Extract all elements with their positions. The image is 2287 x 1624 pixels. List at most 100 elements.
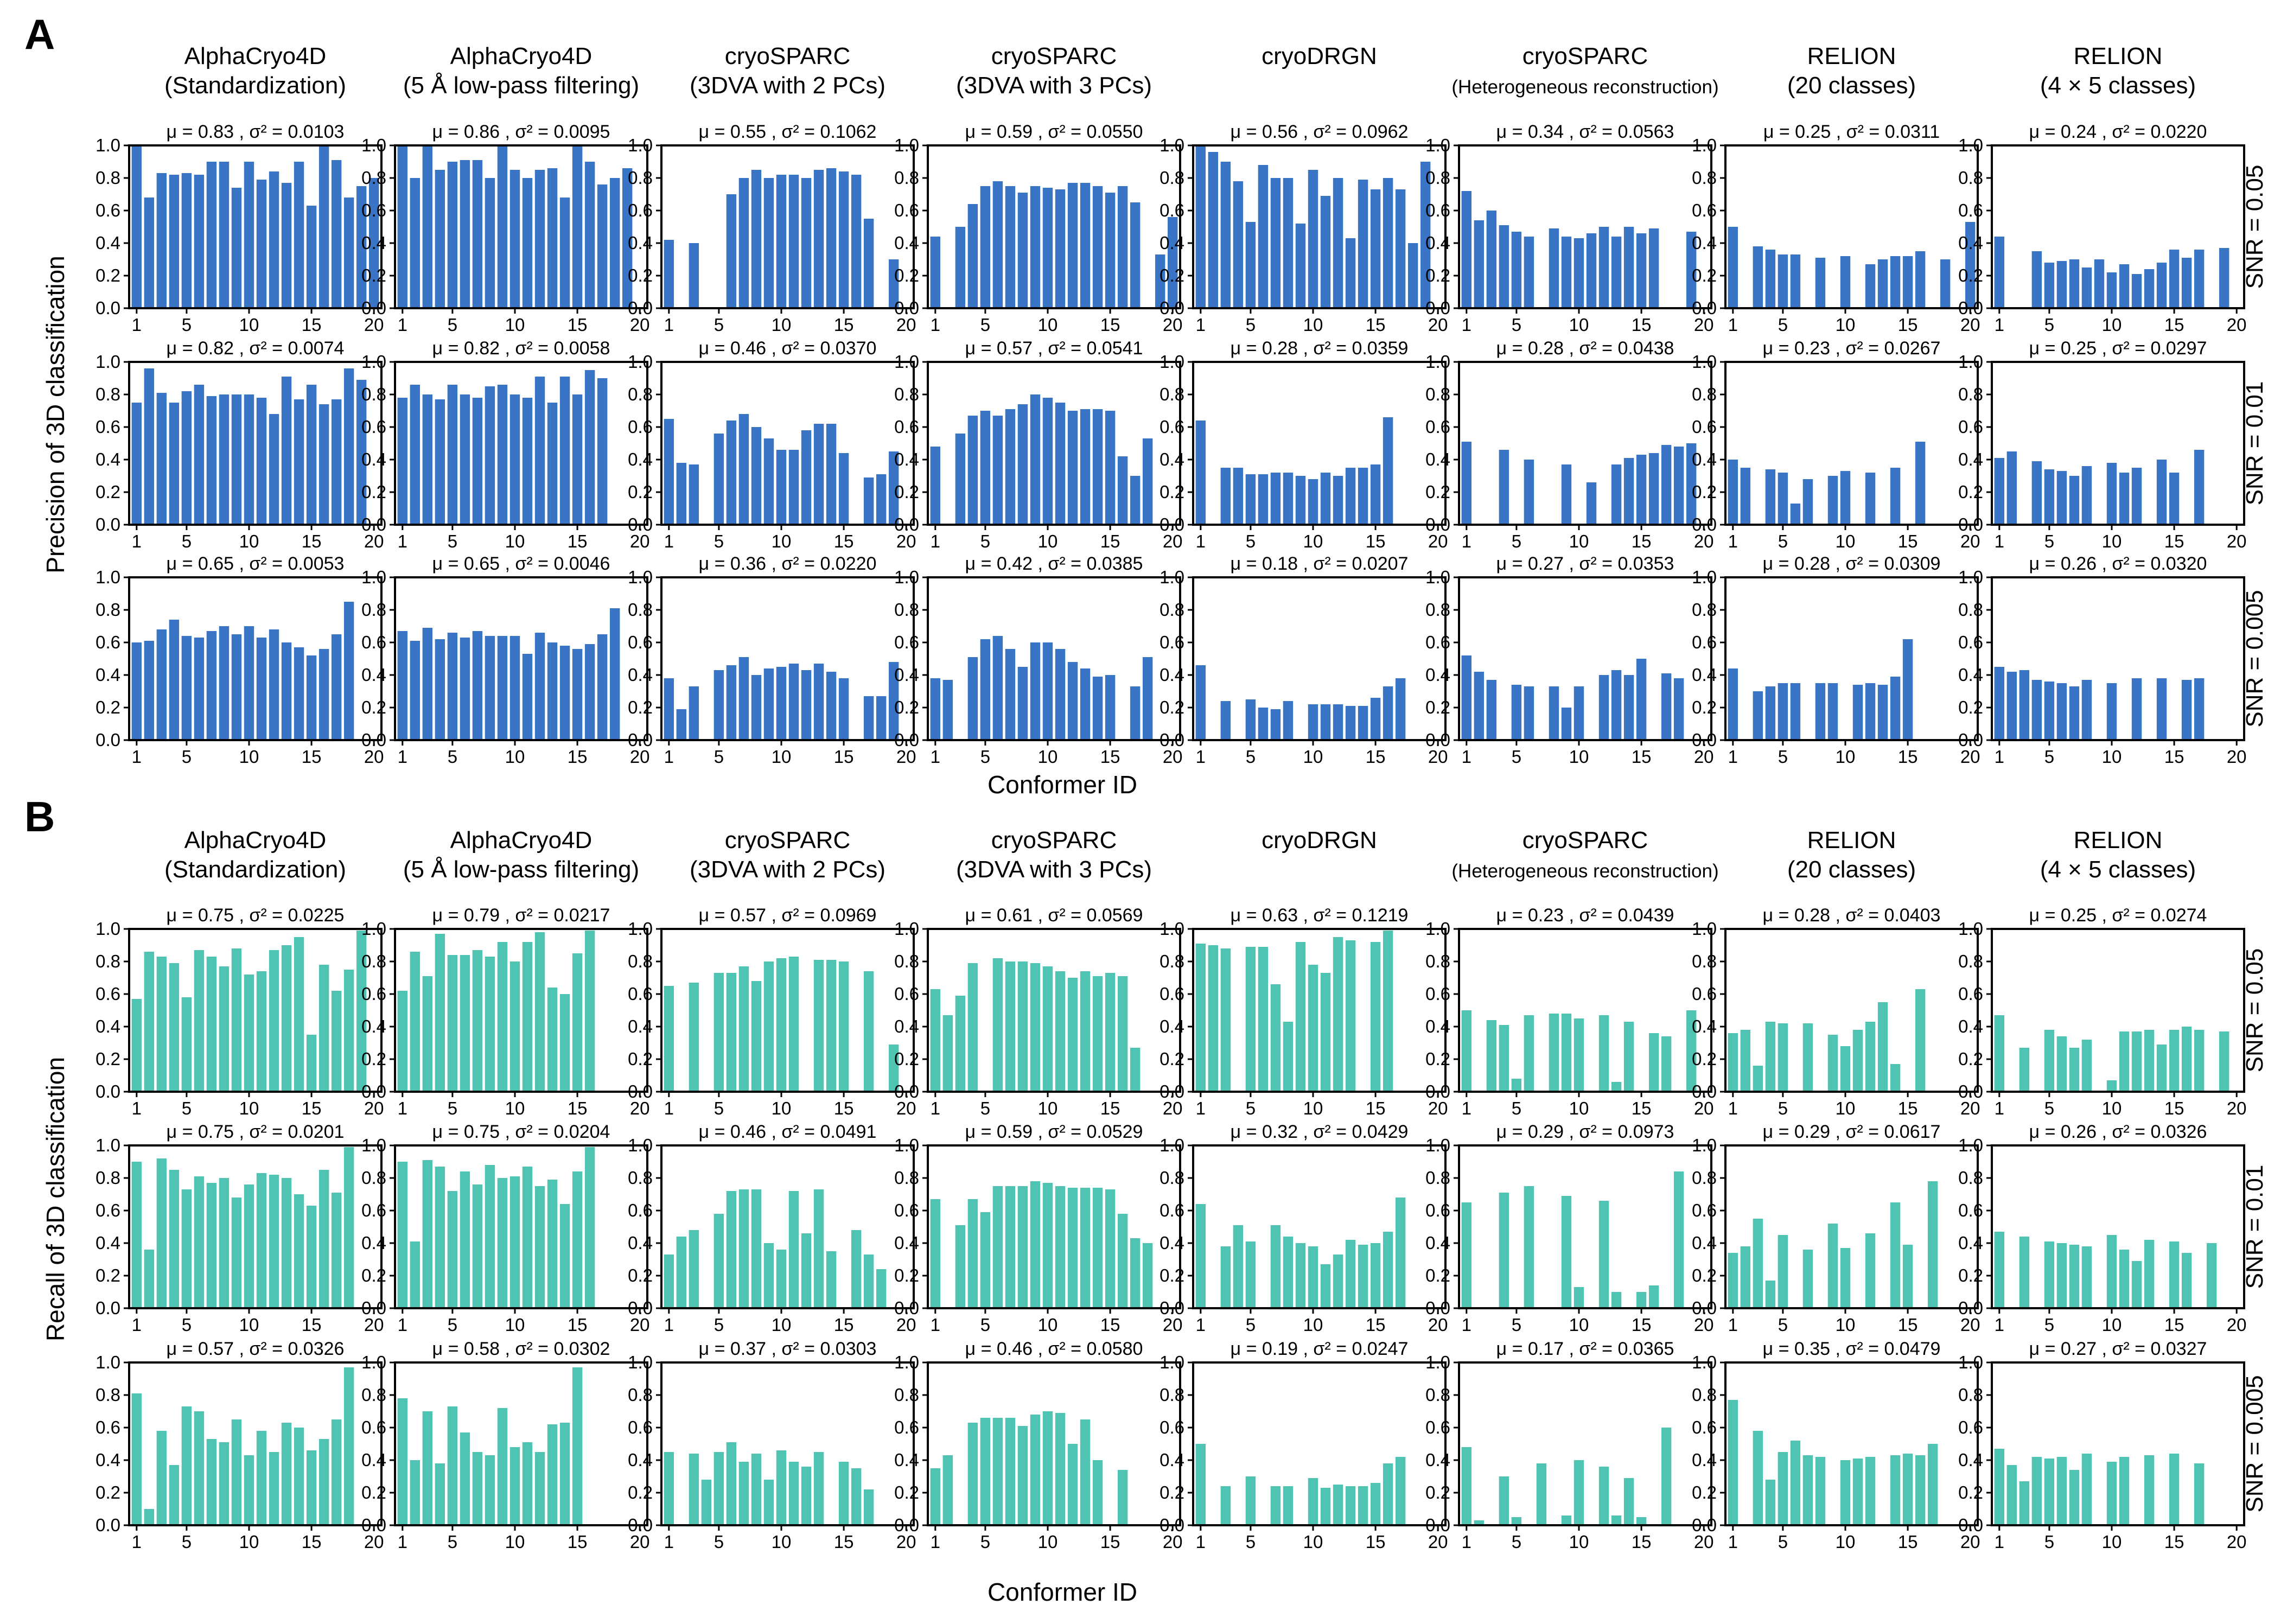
subplot: μ = 0.75 , σ² = 0.0201 0.0 0.2 0.4 0.6 0.8 1.0… xyxy=(95,1122,384,1335)
y-tick-label: 1.0 xyxy=(628,1135,653,1155)
bar xyxy=(813,960,824,1092)
y-tick-label: 1.0 xyxy=(1160,919,1184,939)
method-subtitle: (3DVA with 3 PCs) xyxy=(956,856,1152,883)
bar xyxy=(206,631,217,740)
bar xyxy=(2044,682,2055,740)
plot-frame xyxy=(1192,144,1447,309)
bar xyxy=(1195,145,1206,308)
subplot: μ = 0.27 , σ² = 0.0353 0.0 0.2 0.4 0.6 0.8 1.0… xyxy=(1425,553,1713,767)
bar xyxy=(2181,1253,2192,1308)
bar xyxy=(992,958,1003,1092)
y-tick-label: 0.8 xyxy=(1692,1385,1717,1405)
bar xyxy=(1865,473,1876,525)
stat-label: μ = 0.86 , σ² = 0.0095 xyxy=(432,122,610,142)
bar xyxy=(131,145,142,308)
x-tick-label: 10 xyxy=(239,1098,259,1118)
subplot: μ = 0.29 , σ² = 0.0973 0.0 0.2 0.4 0.6 0.8 1.0… xyxy=(1425,1122,1713,1335)
y-tick-label: 1.0 xyxy=(95,1352,120,1372)
bar xyxy=(1927,1181,1938,1308)
bar xyxy=(559,646,570,740)
x-tick-label: 15 xyxy=(1898,747,1918,767)
bar xyxy=(318,965,329,1092)
bar xyxy=(256,971,267,1092)
bar xyxy=(472,1184,483,1308)
bar xyxy=(2106,683,2117,740)
bar xyxy=(206,1183,217,1308)
bar xyxy=(980,186,991,308)
plot-frame xyxy=(660,1144,915,1309)
x-tick-label: 10 xyxy=(1303,1532,1323,1552)
plot-frame xyxy=(1991,361,2245,526)
y-tick-label: 0.4 xyxy=(1160,1233,1184,1253)
bar xyxy=(485,957,495,1092)
bar xyxy=(1005,961,1016,1092)
bar xyxy=(1220,1486,1231,1525)
x-tick-label: 1 xyxy=(398,531,407,551)
method-title: RELION xyxy=(1807,43,1896,69)
bar xyxy=(1092,409,1103,525)
x-tick-label: 15 xyxy=(302,1315,322,1335)
bar xyxy=(751,170,762,308)
bar xyxy=(435,1167,445,1308)
y-tick-label: 0.4 xyxy=(95,449,120,469)
bar xyxy=(838,453,849,525)
bar xyxy=(1927,1444,1938,1525)
bar xyxy=(1067,1188,1078,1308)
bar xyxy=(231,948,242,1092)
y-tick-label: 0.8 xyxy=(1958,600,1983,620)
bar xyxy=(1636,1517,1647,1525)
bar xyxy=(1017,667,1028,740)
y-tick-label: 0.4 xyxy=(95,665,120,685)
bar xyxy=(2131,1261,2142,1308)
x-tick-label: 1 xyxy=(398,1532,407,1552)
bar xyxy=(1333,704,1343,740)
method-title: AlphaCryo4D xyxy=(184,43,327,69)
plot-frame xyxy=(927,928,1181,1093)
bar xyxy=(2181,680,2192,740)
y-tick-label: 1.0 xyxy=(894,352,919,372)
stat-label: μ = 0.59 , σ² = 0.0550 xyxy=(965,122,1143,142)
bar xyxy=(1648,228,1659,308)
bar xyxy=(1407,243,1418,308)
y-tick-label: 0.0 xyxy=(628,730,653,750)
x-tick-label: 5 xyxy=(980,1098,990,1118)
bar xyxy=(788,175,799,308)
y-tick-label: 0.2 xyxy=(1692,482,1717,502)
x-tick-label: 20 xyxy=(896,315,916,335)
y-tick-label: 0.2 xyxy=(1958,697,1983,717)
y-tick-label: 0.4 xyxy=(361,233,386,253)
bar xyxy=(156,1431,167,1525)
bar xyxy=(219,626,230,740)
bar xyxy=(1220,701,1231,740)
x-tick-label: 20 xyxy=(630,1532,650,1552)
bar xyxy=(306,1035,317,1092)
bar xyxy=(2194,250,2205,308)
bar xyxy=(181,391,192,525)
subplot: μ = 0.28 , σ² = 0.0403 0.0 0.2 0.4 0.6 0.8 1.0… xyxy=(1692,905,1980,1118)
y-tick-label: 0.6 xyxy=(1160,984,1184,1004)
bar xyxy=(955,996,966,1092)
bar xyxy=(1420,162,1431,308)
y-tick-label: 1.0 xyxy=(628,135,653,155)
bar xyxy=(738,1462,749,1525)
y-tick-label: 0.0 xyxy=(1160,514,1184,534)
bar xyxy=(397,991,408,1092)
y-tick-label: 0.0 xyxy=(1692,514,1717,534)
bar xyxy=(1067,411,1078,525)
y-tick-label: 0.8 xyxy=(628,951,653,971)
bar xyxy=(447,955,458,1092)
bar xyxy=(2031,251,2042,308)
stat-label: μ = 0.42 , σ² = 0.0385 xyxy=(965,553,1143,574)
bar xyxy=(410,385,421,525)
bar xyxy=(1648,453,1659,525)
x-tick-label: 10 xyxy=(2102,315,2122,335)
bar xyxy=(1865,1022,1876,1092)
subplot: μ = 0.79 , σ² = 0.0217 0.0 0.2 0.4 0.6 0.8 1.0… xyxy=(361,905,649,1118)
x-axis-label: Conformer ID xyxy=(988,1578,1137,1606)
bar xyxy=(356,380,367,525)
bar xyxy=(181,997,192,1092)
bar xyxy=(888,259,899,308)
x-tick-label: 15 xyxy=(1100,1315,1120,1335)
stat-label: μ = 0.36 , σ² = 0.0220 xyxy=(699,553,877,574)
bar xyxy=(676,463,687,525)
